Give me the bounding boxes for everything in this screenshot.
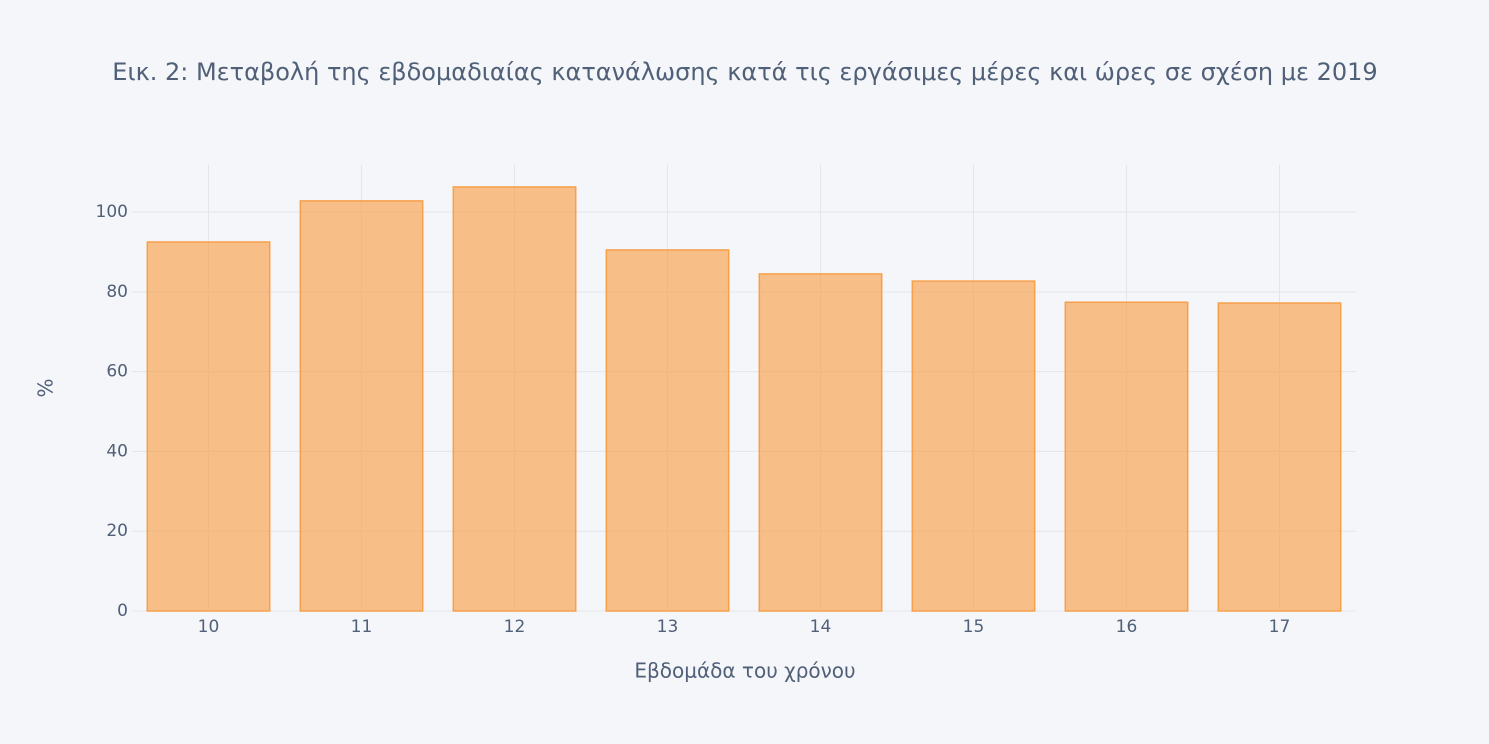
- x-tick-label: 10: [198, 617, 220, 637]
- x-tick-label: 12: [504, 617, 526, 637]
- bar: [758, 273, 883, 612]
- x-tick-label: 15: [963, 617, 985, 637]
- x-axis-title: Εβδομάδα του χρόνου: [634, 659, 855, 683]
- y-tick-label: 20: [106, 521, 128, 541]
- x-tick-label: 14: [810, 617, 832, 637]
- x-tick-label: 16: [1116, 617, 1138, 637]
- y-tick-label: 80: [106, 282, 128, 302]
- bar: [146, 241, 271, 612]
- chart-title: Εικ. 2: Μεταβολή της εβδομαδιαίας κατανά…: [112, 58, 1377, 86]
- y-tick-label: 100: [96, 202, 128, 222]
- x-tick-label: 11: [351, 617, 373, 637]
- y-tick-label: 0: [117, 601, 128, 621]
- bar: [1064, 301, 1189, 612]
- bar: [452, 186, 577, 612]
- bar: [1217, 302, 1342, 612]
- y-tick-label: 60: [106, 362, 128, 382]
- x-tick-label: 13: [657, 617, 679, 637]
- bar: [605, 249, 730, 612]
- bar: [911, 280, 1036, 612]
- y-axis-title: %: [34, 378, 58, 397]
- y-tick-label: 40: [106, 441, 128, 461]
- x-tick-label: 17: [1269, 617, 1291, 637]
- bar: [299, 200, 424, 612]
